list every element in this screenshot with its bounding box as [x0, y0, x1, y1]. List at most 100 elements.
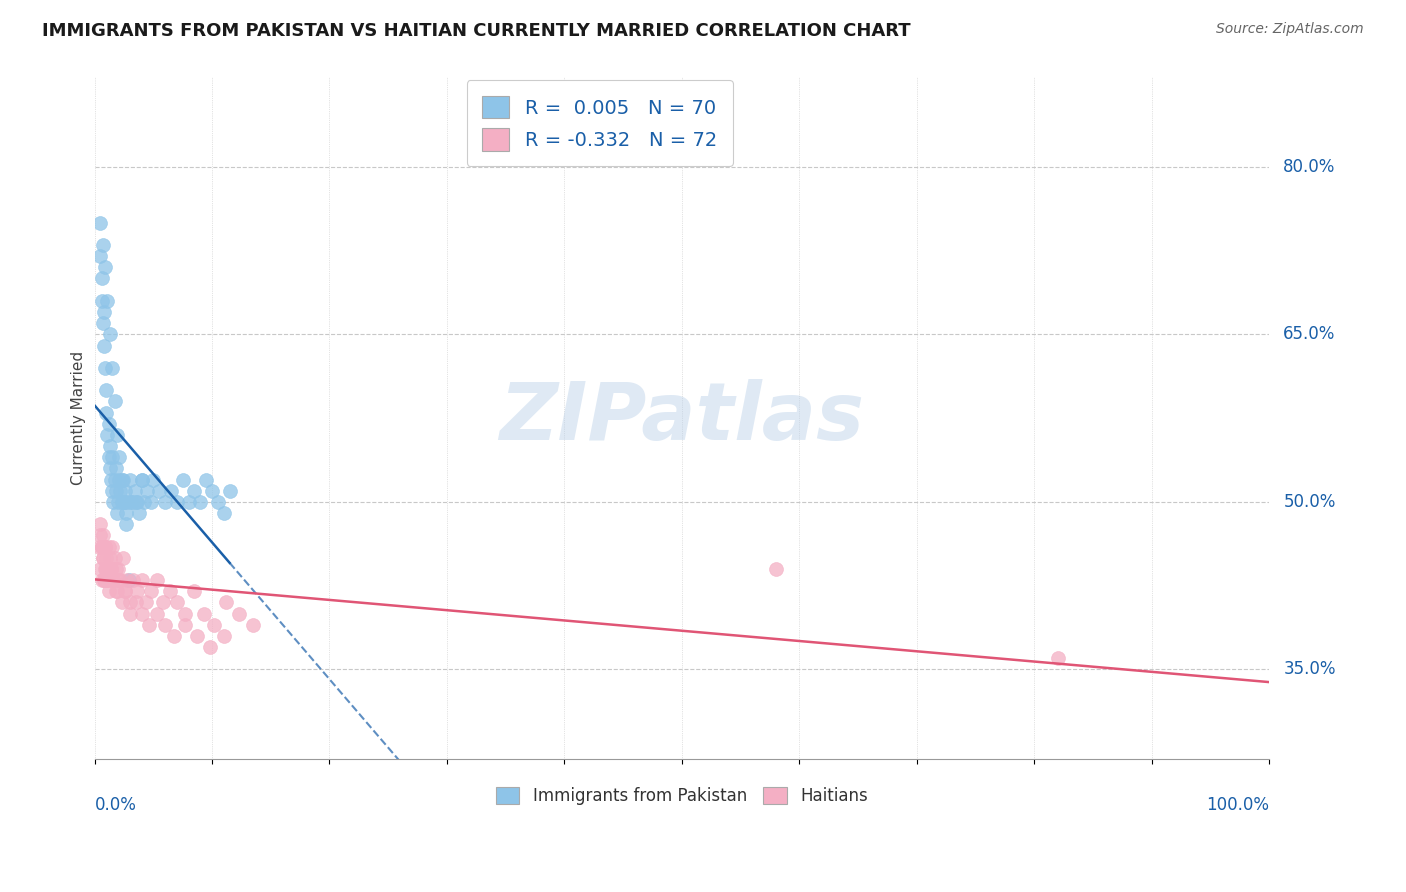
Point — [174, 617, 197, 632]
Point — [201, 483, 224, 498]
Point — [202, 617, 225, 632]
Point — [100, 562, 122, 576]
Point — [89, 562, 111, 576]
Point — [172, 473, 194, 487]
Point — [103, 573, 125, 587]
Text: Source: ZipAtlas.com: Source: ZipAtlas.com — [1216, 22, 1364, 37]
Text: 35.0%: 35.0% — [1284, 660, 1336, 679]
Point — [96, 573, 118, 587]
Point — [98, 439, 121, 453]
Point — [94, 360, 117, 375]
Point — [90, 293, 112, 308]
Point — [114, 584, 136, 599]
Point — [125, 495, 148, 509]
Point — [139, 495, 162, 509]
Point — [148, 483, 170, 498]
Point — [103, 394, 125, 409]
Point — [103, 495, 125, 509]
Point — [142, 473, 165, 487]
Point — [186, 629, 208, 643]
Point — [93, 540, 115, 554]
Text: 80.0%: 80.0% — [1284, 158, 1336, 176]
Point — [96, 383, 118, 397]
Point — [131, 607, 153, 621]
Point — [115, 506, 138, 520]
Point — [96, 550, 118, 565]
Point — [94, 540, 117, 554]
Point — [153, 495, 176, 509]
Legend: Immigrants from Pakistan, Haitians: Immigrants from Pakistan, Haitians — [489, 780, 875, 812]
Point — [94, 562, 117, 576]
Point — [91, 550, 114, 565]
Point — [104, 483, 127, 498]
Point — [166, 495, 188, 509]
Point — [108, 450, 131, 465]
Point — [89, 540, 111, 554]
Point — [103, 473, 125, 487]
Point — [125, 595, 148, 609]
Point — [110, 483, 132, 498]
Point — [104, 461, 127, 475]
Point — [212, 506, 235, 520]
Point — [107, 573, 129, 587]
Point — [94, 540, 117, 554]
Point — [177, 495, 200, 509]
Point — [111, 473, 134, 487]
Point — [135, 595, 157, 609]
Point — [89, 528, 111, 542]
Point — [117, 573, 139, 587]
Point — [138, 617, 160, 632]
Point — [146, 607, 169, 621]
Point — [97, 573, 120, 587]
Text: ZIPatlas: ZIPatlas — [499, 379, 865, 457]
Point — [101, 540, 124, 554]
Point — [160, 483, 183, 498]
Point — [1046, 651, 1069, 665]
Point — [97, 417, 120, 431]
Point — [101, 450, 124, 465]
Point — [124, 483, 146, 498]
Point — [115, 517, 138, 532]
Point — [131, 473, 153, 487]
Point — [128, 506, 150, 520]
Point — [112, 495, 135, 509]
Point — [118, 595, 141, 609]
Text: 100.0%: 100.0% — [1206, 797, 1270, 814]
Point — [108, 473, 131, 487]
Point — [117, 573, 139, 587]
Point — [89, 216, 111, 230]
Point — [117, 495, 139, 509]
Point — [110, 473, 132, 487]
Point — [195, 473, 218, 487]
Point — [96, 573, 118, 587]
Point — [101, 360, 124, 375]
Point — [215, 595, 238, 609]
Point — [100, 562, 122, 576]
Point — [198, 640, 221, 654]
Point — [101, 483, 124, 498]
Point — [110, 573, 132, 587]
Point — [91, 550, 114, 565]
Point — [111, 550, 134, 565]
Point — [121, 495, 143, 509]
Point — [98, 461, 121, 475]
Point — [120, 495, 142, 509]
Point — [159, 584, 181, 599]
Y-axis label: Currently Married: Currently Married — [72, 351, 86, 485]
Point — [118, 473, 141, 487]
Point — [90, 540, 112, 554]
Point — [125, 584, 148, 599]
Point — [89, 517, 111, 532]
Point — [183, 584, 205, 599]
Point — [89, 249, 111, 263]
Point — [188, 495, 211, 509]
Point — [242, 617, 264, 632]
Point — [125, 495, 148, 509]
Text: 50.0%: 50.0% — [1284, 493, 1336, 511]
Point — [100, 473, 122, 487]
Point — [131, 573, 153, 587]
Point — [105, 506, 128, 520]
Point — [103, 573, 125, 587]
Point — [122, 573, 145, 587]
Point — [166, 595, 188, 609]
